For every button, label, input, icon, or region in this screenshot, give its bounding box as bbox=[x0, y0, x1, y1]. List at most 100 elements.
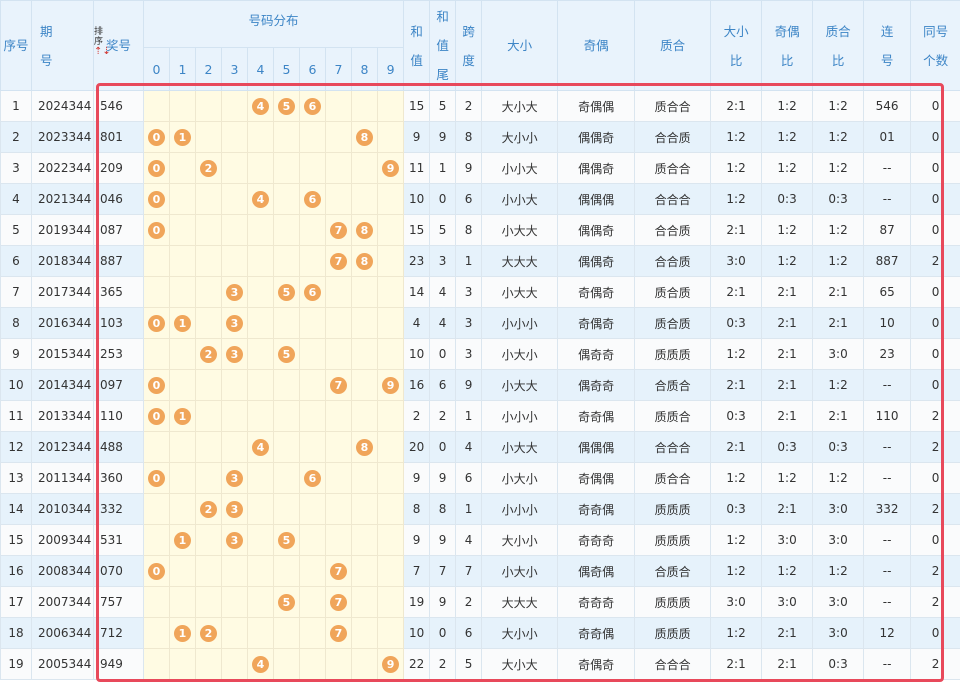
digit-header: 2 bbox=[195, 47, 222, 91]
distribution-cell bbox=[143, 617, 170, 649]
ball: 3 bbox=[226, 283, 243, 301]
cell: 2 bbox=[910, 245, 960, 277]
cell: 2:1 bbox=[761, 369, 814, 401]
ball: 2 bbox=[200, 624, 217, 642]
cell: 8 bbox=[429, 493, 457, 525]
cell: -- bbox=[863, 648, 912, 680]
ball: 3 bbox=[226, 314, 243, 332]
distribution-cell: 7 bbox=[325, 245, 352, 277]
cell: 奇奇偶 bbox=[557, 617, 636, 649]
cell: 0 bbox=[910, 183, 960, 215]
ball: 3 bbox=[226, 469, 243, 487]
ball: 0 bbox=[148, 469, 165, 487]
cell: 2 bbox=[455, 90, 483, 122]
cell: 1:2 bbox=[812, 555, 865, 587]
table-header: 序号 期 号 排序 ⇡⇣ 奖号 号码分布 和值和值尾跨度大小 奇偶 质合 大小比奇偶比质… bbox=[0, 0, 960, 91]
cell: 2 bbox=[429, 648, 457, 680]
cell: 01 bbox=[863, 121, 912, 153]
distribution-cell bbox=[376, 245, 405, 277]
ball: 2 bbox=[200, 159, 217, 177]
digit-header: 3 bbox=[221, 47, 248, 91]
distribution-cell bbox=[351, 493, 378, 525]
distribution-cell bbox=[195, 90, 222, 122]
ball: 8 bbox=[356, 221, 373, 239]
header-text: 比 bbox=[831, 52, 845, 68]
cell: 偶奇偶 bbox=[557, 555, 636, 587]
cell: 2005344 bbox=[31, 648, 94, 680]
distribution-cell bbox=[299, 307, 326, 339]
cell: 2:1 bbox=[761, 400, 814, 432]
cell: 2012344 bbox=[31, 431, 94, 463]
sort-button[interactable]: 排序 ⇡⇣ bbox=[94, 27, 111, 57]
distribution-cell bbox=[273, 462, 300, 494]
cell: 887 bbox=[93, 245, 144, 277]
distribution-cell: 4 bbox=[247, 648, 274, 680]
cell: 0 bbox=[910, 524, 960, 556]
ball: 0 bbox=[148, 407, 165, 425]
cell: 0:3 bbox=[812, 183, 865, 215]
distribution-cell bbox=[351, 524, 378, 556]
distribution-cell: 5 bbox=[273, 276, 300, 308]
cell: 2024344 bbox=[31, 90, 94, 122]
cell: 2019344 bbox=[31, 214, 94, 246]
distribution-cell bbox=[351, 338, 378, 370]
header-text: 同号 bbox=[923, 23, 949, 39]
cell: 11 bbox=[403, 152, 431, 184]
cell: 0 bbox=[910, 307, 960, 339]
cell: 大小大 bbox=[481, 648, 559, 680]
distribution-cell bbox=[221, 90, 248, 122]
distribution-cell bbox=[195, 183, 222, 215]
cell: 小大大 bbox=[481, 276, 559, 308]
distribution-cell: 1 bbox=[169, 524, 196, 556]
cell: 大大大 bbox=[481, 245, 559, 277]
distribution-cell bbox=[376, 431, 405, 463]
distribution-cell bbox=[221, 245, 248, 277]
cell: 87 bbox=[863, 214, 912, 246]
cell: 9 bbox=[429, 121, 457, 153]
cell: 奇奇奇 bbox=[557, 586, 636, 618]
distribution-cell bbox=[169, 555, 196, 587]
distribution-cell bbox=[273, 493, 300, 525]
distribution-cell: 7 bbox=[325, 617, 352, 649]
ball: 1 bbox=[174, 128, 191, 146]
cell: 3:0 bbox=[812, 493, 865, 525]
ball: 0 bbox=[148, 314, 165, 332]
cell: 8 bbox=[0, 307, 32, 339]
table-row: 1 2024344 546 4 5 6 15 5 2 大小大 奇偶偶 质合合 2:1 1:2 1:2 546 0 bbox=[0, 90, 960, 122]
ball: 7 bbox=[330, 562, 347, 580]
distribution-cell: 8 bbox=[351, 214, 378, 246]
distribution-cell bbox=[299, 493, 326, 525]
cell: 332 bbox=[93, 493, 144, 525]
distribution-cell: 2 bbox=[195, 493, 222, 525]
cell: 大小小 bbox=[481, 617, 559, 649]
ball: 1 bbox=[174, 314, 191, 332]
cell: 2 bbox=[910, 400, 960, 432]
distribution-cell bbox=[351, 400, 378, 432]
header-cell: 大小 bbox=[481, 0, 559, 91]
header-text: 质合 bbox=[825, 23, 851, 39]
distribution-cell: 0 bbox=[143, 214, 170, 246]
cell: 1:2 bbox=[761, 152, 814, 184]
cell: 2:1 bbox=[812, 307, 865, 339]
cell: 9 bbox=[403, 524, 431, 556]
cell: 9 bbox=[403, 462, 431, 494]
cell: 887 bbox=[863, 245, 912, 277]
distribution-cell bbox=[351, 90, 378, 122]
cell: 2:1 bbox=[761, 617, 814, 649]
ball: 9 bbox=[382, 376, 400, 394]
cell: 360 bbox=[93, 462, 144, 494]
ball: 6 bbox=[304, 469, 321, 487]
distribution-cell: 0 bbox=[143, 555, 170, 587]
cell: 0:3 bbox=[761, 183, 814, 215]
distribution-cell: 6 bbox=[299, 462, 326, 494]
cell: 合合质 bbox=[634, 245, 712, 277]
distribution-cell: 0 bbox=[143, 462, 170, 494]
cell: 1:2 bbox=[812, 245, 865, 277]
distribution-cell bbox=[247, 493, 274, 525]
cell: 小小大 bbox=[481, 152, 559, 184]
cell: 10 bbox=[863, 307, 912, 339]
cell: -- bbox=[863, 586, 912, 618]
cell: 2 bbox=[429, 400, 457, 432]
distribution-cell bbox=[247, 586, 274, 618]
header-text: 和 bbox=[436, 9, 449, 24]
